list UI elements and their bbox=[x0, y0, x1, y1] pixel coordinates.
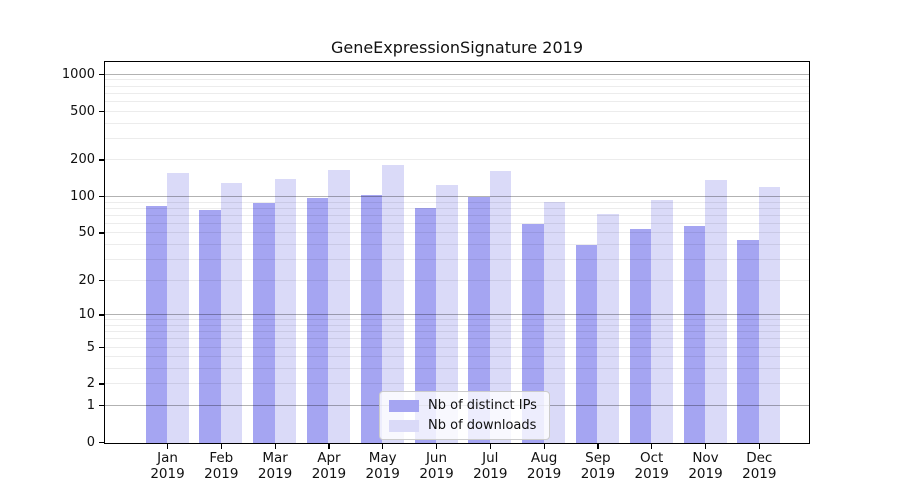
y-tick-mark-20 bbox=[99, 279, 104, 282]
bar-nb-of-downloads-jun bbox=[436, 184, 458, 443]
y-tick-label-2: 2 bbox=[86, 376, 95, 392]
bar-nb-of-downloads-dec bbox=[758, 186, 781, 443]
x-tick-label-aug: Aug 2019 bbox=[526, 450, 562, 482]
legend-item-downloads: Nb of downloads bbox=[389, 418, 537, 433]
x-tick-year-jan: 2019 bbox=[150, 465, 185, 482]
y-tick-label-100: 100 bbox=[70, 189, 95, 205]
bar-nb-of-downloads-oct bbox=[651, 200, 673, 443]
x-tick-mark-aug bbox=[543, 444, 545, 449]
legend-label-downloads: Nb of downloads bbox=[428, 418, 537, 433]
x-tick-label-jan: Jan 2019 bbox=[150, 450, 185, 482]
y-tick-mark-10 bbox=[99, 314, 104, 316]
x-tick-mark-jul bbox=[489, 444, 492, 449]
y-tick-label-50: 50 bbox=[78, 225, 95, 241]
x-tick-year-feb: 2019 bbox=[204, 465, 239, 482]
x-tick-year-jul: 2019 bbox=[473, 465, 508, 482]
x-tick-label-nov: Nov 2019 bbox=[688, 450, 723, 482]
legend: Nb of distinct IPs Nb of downloads bbox=[379, 391, 550, 440]
x-tick-year-sep: 2019 bbox=[580, 465, 616, 482]
x-tick-label-mar: Mar 2019 bbox=[257, 450, 293, 482]
y-tick-mark-1000 bbox=[99, 73, 104, 76]
plot-area bbox=[104, 61, 810, 444]
x-tick-label-oct: Oct 2019 bbox=[634, 450, 669, 482]
bar-nb-of-downloads-feb bbox=[220, 183, 243, 443]
chart-title: GeneExpressionSignature 2019 bbox=[330, 38, 584, 57]
x-tick-mark-mar bbox=[274, 444, 276, 449]
x-tick-year-dec: 2019 bbox=[742, 465, 777, 482]
x-tick-mark-dec bbox=[758, 444, 761, 449]
x-tick-label-dec: Dec 2019 bbox=[742, 450, 777, 482]
legend-item-distinct-ips: Nb of distinct IPs bbox=[389, 398, 537, 413]
bar-nb-of-distinct-ips-jul bbox=[468, 196, 490, 443]
bar-nb-of-distinct-ips-may bbox=[360, 195, 383, 443]
y-tick-mark-5 bbox=[99, 346, 104, 348]
y-tick-mark-100 bbox=[99, 196, 104, 198]
bars-layer bbox=[105, 62, 809, 443]
bar-nb-of-downloads-jul bbox=[489, 170, 512, 443]
x-tick-mark-feb bbox=[220, 444, 223, 449]
y-tick-label-200: 200 bbox=[70, 152, 95, 168]
x-tick-year-may: 2019 bbox=[365, 465, 400, 482]
bar-nb-of-downloads-aug bbox=[543, 201, 566, 443]
bar-nb-of-distinct-ips-aug bbox=[522, 223, 544, 443]
x-tick-year-oct: 2019 bbox=[634, 465, 669, 482]
y-tick-label-0: 0 bbox=[86, 435, 95, 450]
bar-nb-of-distinct-ips-dec bbox=[737, 240, 759, 443]
y-tick-mark-200 bbox=[99, 159, 104, 161]
y-tick-mark-2 bbox=[99, 383, 104, 385]
bar-nb-of-downloads-jan bbox=[167, 173, 189, 443]
x-tick-label-jun: Jun 2019 bbox=[419, 450, 454, 482]
bar-nb-of-distinct-ips-mar bbox=[253, 202, 275, 443]
y-tick-mark-0 bbox=[99, 442, 104, 444]
x-tick-label-sep: Sep 2019 bbox=[580, 450, 616, 482]
x-tick-label-apr: Apr 2019 bbox=[311, 450, 347, 482]
bar-nb-of-distinct-ips-sep bbox=[575, 245, 598, 443]
y-tick-label-1000: 1000 bbox=[61, 66, 95, 82]
x-tick-label-jul: Jul 2019 bbox=[473, 450, 508, 482]
x-tick-mark-jun bbox=[436, 444, 438, 449]
x-tick-label-may: May 2019 bbox=[365, 450, 400, 482]
x-tick-mark-jan bbox=[167, 444, 169, 449]
y-tick-mark-500 bbox=[99, 110, 104, 113]
x-tick-mark-apr bbox=[328, 444, 330, 449]
bar-nb-of-distinct-ips-jun bbox=[414, 208, 436, 443]
y-tick-label-10: 10 bbox=[78, 307, 95, 323]
bar-nb-of-downloads-apr bbox=[328, 169, 350, 443]
x-tick-year-apr: 2019 bbox=[311, 465, 347, 482]
y-tick-label-500: 500 bbox=[70, 103, 95, 119]
bar-nb-of-distinct-ips-jan bbox=[145, 205, 167, 443]
bar-nb-of-distinct-ips-oct bbox=[629, 229, 652, 443]
x-tick-mark-sep bbox=[597, 444, 599, 449]
x-tick-mark-may bbox=[382, 444, 384, 449]
bar-nb-of-downloads-may bbox=[382, 165, 404, 443]
x-tick-label-feb: Feb 2019 bbox=[204, 450, 239, 482]
x-tick-year-aug: 2019 bbox=[526, 465, 562, 482]
y-tick-mark-1 bbox=[99, 405, 104, 407]
bar-nb-of-distinct-ips-nov bbox=[683, 225, 705, 443]
bar-nb-of-distinct-ips-feb bbox=[199, 209, 221, 443]
y-tick-label-5: 5 bbox=[86, 339, 95, 355]
bar-nb-of-downloads-sep bbox=[597, 214, 619, 443]
bar-nb-of-downloads-mar bbox=[274, 178, 297, 443]
legend-swatch-distinct-ips bbox=[389, 399, 419, 412]
x-tick-year-nov: 2019 bbox=[688, 465, 723, 482]
bar-nb-of-downloads-nov bbox=[705, 179, 727, 443]
x-tick-mark-nov bbox=[705, 444, 707, 449]
x-tick-year-mar: 2019 bbox=[257, 465, 293, 482]
legend-swatch-downloads bbox=[389, 419, 419, 432]
x-tick-mark-oct bbox=[651, 444, 653, 449]
y-tick-label-1: 1 bbox=[86, 398, 95, 414]
y-tick-label-20: 20 bbox=[78, 272, 95, 288]
bar-nb-of-distinct-ips-apr bbox=[306, 197, 329, 443]
x-tick-year-jun: 2019 bbox=[419, 465, 454, 482]
legend-label-distinct-ips: Nb of distinct IPs bbox=[428, 398, 537, 413]
y-tick-mark-50 bbox=[99, 232, 104, 234]
